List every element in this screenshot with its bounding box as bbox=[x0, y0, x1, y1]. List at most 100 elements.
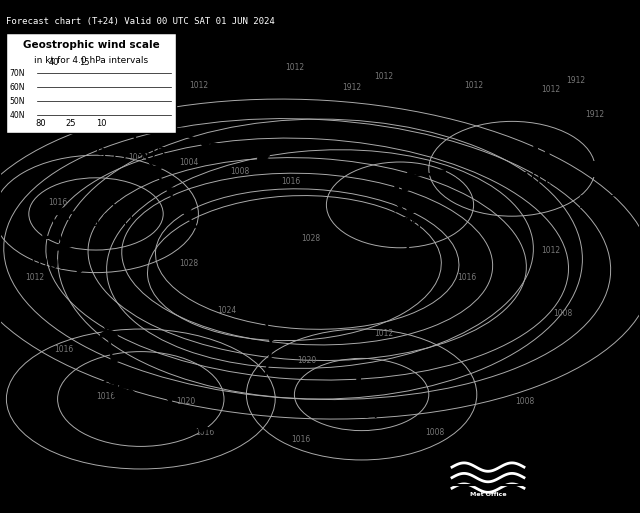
Polygon shape bbox=[168, 416, 177, 422]
Text: 70N: 70N bbox=[10, 69, 26, 78]
Text: 80: 80 bbox=[35, 120, 45, 128]
Polygon shape bbox=[138, 145, 148, 152]
Polygon shape bbox=[99, 310, 108, 318]
Polygon shape bbox=[202, 136, 212, 148]
Polygon shape bbox=[260, 311, 271, 319]
Polygon shape bbox=[248, 290, 257, 297]
Text: 1012: 1012 bbox=[464, 81, 483, 90]
Text: L: L bbox=[105, 114, 119, 133]
Text: L: L bbox=[111, 378, 126, 402]
Text: L: L bbox=[392, 182, 408, 206]
Text: 1020: 1020 bbox=[91, 212, 133, 230]
Text: 1020: 1020 bbox=[298, 356, 317, 365]
Polygon shape bbox=[129, 123, 138, 130]
Polygon shape bbox=[258, 153, 270, 164]
Text: 1012: 1012 bbox=[541, 246, 560, 254]
Text: 1020: 1020 bbox=[176, 397, 195, 406]
Text: 50N: 50N bbox=[10, 97, 26, 106]
Text: 1008: 1008 bbox=[426, 428, 445, 438]
Text: 995: 995 bbox=[96, 146, 128, 164]
Polygon shape bbox=[88, 202, 99, 214]
Text: © Crown Copyright: © Crown Copyright bbox=[532, 482, 620, 491]
Text: Forecast chart (T+24) Valid 00 UTC SAT 01 JUN 2024: Forecast chart (T+24) Valid 00 UTC SAT 0… bbox=[6, 17, 275, 26]
Text: 1015: 1015 bbox=[577, 193, 620, 212]
Text: 40: 40 bbox=[49, 58, 59, 67]
Text: 1016: 1016 bbox=[48, 198, 67, 207]
Text: 1912: 1912 bbox=[586, 110, 605, 119]
Text: H: H bbox=[531, 136, 551, 161]
Polygon shape bbox=[405, 253, 413, 260]
Polygon shape bbox=[75, 266, 85, 273]
Polygon shape bbox=[408, 208, 415, 215]
Text: 60N: 60N bbox=[10, 83, 26, 92]
Polygon shape bbox=[118, 382, 129, 388]
Polygon shape bbox=[230, 431, 241, 438]
Text: Geostrophic wind scale: Geostrophic wind scale bbox=[23, 41, 159, 50]
Text: 1006: 1006 bbox=[379, 216, 421, 234]
Polygon shape bbox=[111, 356, 120, 364]
Text: 1024: 1024 bbox=[218, 306, 237, 315]
Text: 1016: 1016 bbox=[54, 345, 74, 354]
Text: L: L bbox=[354, 369, 369, 393]
Text: 1016: 1016 bbox=[291, 435, 310, 444]
Text: 1010: 1010 bbox=[97, 412, 140, 430]
Text: L: L bbox=[591, 161, 605, 181]
Text: 1008: 1008 bbox=[554, 309, 573, 318]
Polygon shape bbox=[54, 222, 64, 229]
Text: 1028: 1028 bbox=[179, 259, 198, 268]
Text: Met Office: Met Office bbox=[470, 492, 506, 498]
Polygon shape bbox=[198, 426, 208, 432]
Polygon shape bbox=[268, 357, 277, 364]
Polygon shape bbox=[58, 208, 68, 220]
Text: 1008: 1008 bbox=[230, 167, 250, 175]
Text: 1000: 1000 bbox=[128, 153, 147, 162]
Polygon shape bbox=[215, 249, 225, 255]
Polygon shape bbox=[81, 286, 97, 294]
Polygon shape bbox=[409, 230, 417, 237]
Polygon shape bbox=[181, 209, 191, 215]
Text: 1012: 1012 bbox=[374, 72, 394, 81]
Polygon shape bbox=[166, 187, 176, 194]
Text: H: H bbox=[103, 184, 121, 204]
Text: 995: 995 bbox=[134, 146, 166, 164]
Text: L: L bbox=[40, 220, 56, 244]
Text: 1033: 1033 bbox=[257, 282, 300, 300]
Polygon shape bbox=[198, 229, 207, 235]
Text: L: L bbox=[143, 112, 158, 135]
Polygon shape bbox=[100, 330, 117, 337]
Text: 1009: 1009 bbox=[27, 254, 69, 272]
Polygon shape bbox=[145, 120, 154, 131]
Polygon shape bbox=[406, 170, 416, 181]
Polygon shape bbox=[402, 186, 411, 192]
Text: 1016: 1016 bbox=[458, 272, 477, 282]
Text: 1028: 1028 bbox=[301, 234, 320, 243]
Polygon shape bbox=[173, 128, 184, 140]
Text: 10: 10 bbox=[96, 120, 107, 128]
Text: 1012: 1012 bbox=[374, 329, 394, 338]
Polygon shape bbox=[230, 144, 241, 155]
Polygon shape bbox=[152, 166, 162, 173]
Text: 1008: 1008 bbox=[515, 397, 534, 406]
Text: 1012: 1012 bbox=[26, 272, 45, 282]
Text: H: H bbox=[268, 247, 289, 271]
Polygon shape bbox=[141, 401, 151, 407]
Text: 40N: 40N bbox=[10, 111, 26, 120]
Polygon shape bbox=[58, 242, 74, 250]
Polygon shape bbox=[269, 334, 278, 341]
Text: 25: 25 bbox=[65, 120, 76, 128]
Text: 1016: 1016 bbox=[282, 177, 301, 186]
Text: 1912: 1912 bbox=[566, 76, 586, 85]
Text: 1012: 1012 bbox=[285, 63, 304, 72]
Text: 1018: 1018 bbox=[520, 171, 562, 189]
Text: in kt for 4.0 hPa intervals: in kt for 4.0 hPa intervals bbox=[34, 56, 148, 65]
Text: 1004: 1004 bbox=[179, 157, 198, 167]
Text: 1016: 1016 bbox=[96, 392, 115, 401]
Text: metoffice.gov.uk: metoffice.gov.uk bbox=[532, 465, 608, 475]
Text: 1007: 1007 bbox=[340, 404, 383, 422]
Text: 15: 15 bbox=[79, 58, 90, 67]
Polygon shape bbox=[435, 170, 445, 181]
Text: 1012: 1012 bbox=[189, 81, 208, 90]
Text: 1016: 1016 bbox=[195, 428, 214, 438]
Text: 1012: 1012 bbox=[541, 85, 560, 94]
Text: 1912: 1912 bbox=[342, 83, 362, 92]
